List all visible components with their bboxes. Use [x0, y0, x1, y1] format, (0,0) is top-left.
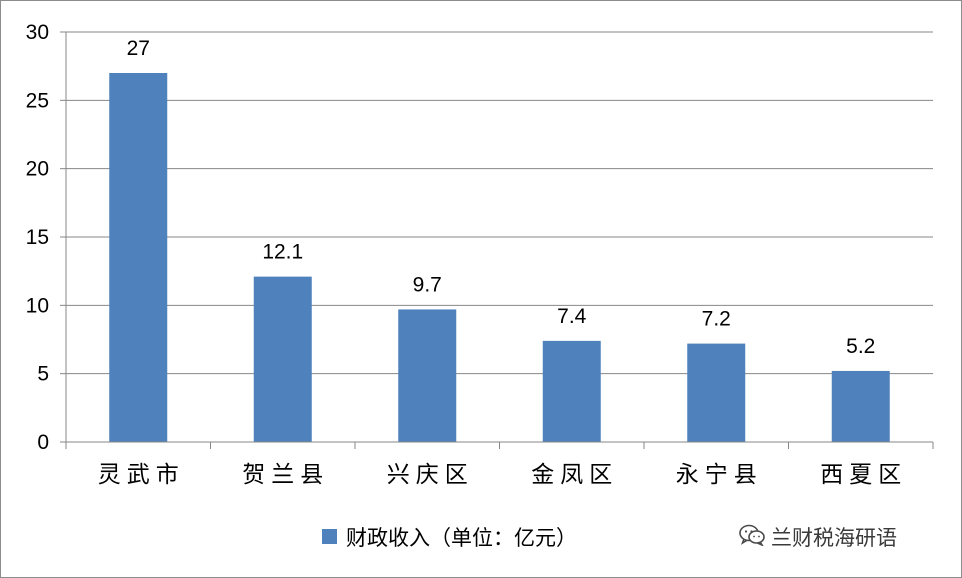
x-axis-category-labels: 灵武市 贺兰县 兴庆区 金凤区 永宁县 西夏区 [98, 462, 907, 488]
data-labels: 27 12.1 9.7 7.4 7.2 5.2 [127, 37, 876, 358]
bar [831, 370, 890, 442]
bar [253, 276, 312, 442]
legend: 财政收入（单位：亿元） [322, 526, 577, 550]
category-label: 永宁县 [676, 462, 763, 488]
data-label: 9.7 [413, 273, 442, 296]
gridlines [66, 31, 933, 375]
watermark-text: 兰财税海研语 [771, 526, 897, 550]
legend-label: 财政收入（单位：亿元） [346, 526, 577, 550]
y-axis-tick-labels: 0 5 10 15 20 25 30 [26, 21, 49, 454]
data-label: 7.4 [557, 305, 587, 328]
data-label: 7.2 [702, 308, 731, 331]
category-label: 兴庆区 [387, 462, 474, 488]
bar [542, 340, 601, 442]
bars [109, 73, 890, 442]
category-label: 贺兰县 [242, 462, 329, 488]
category-label: 西夏区 [820, 462, 907, 488]
y-tick-label: 25 [26, 89, 49, 112]
y-tick-label: 10 [26, 294, 49, 317]
category-label: 灵武市 [98, 462, 185, 488]
bar [687, 343, 746, 442]
category-label: 金凤区 [531, 462, 618, 488]
y-tick-label: 15 [26, 226, 49, 249]
legend-swatch [322, 529, 337, 544]
y-tick-label: 0 [37, 431, 49, 454]
bar [109, 73, 168, 442]
y-tick-label: 5 [37, 363, 49, 386]
bar [398, 309, 457, 442]
data-label: 12.1 [262, 241, 303, 264]
data-label: 5.2 [846, 335, 875, 358]
y-tick-label: 20 [26, 158, 49, 181]
wechat-icon [739, 524, 765, 550]
axes [60, 31, 934, 449]
watermark: 兰财税海研语 [739, 522, 897, 552]
y-tick-label: 30 [26, 21, 49, 44]
data-label: 27 [127, 37, 150, 60]
